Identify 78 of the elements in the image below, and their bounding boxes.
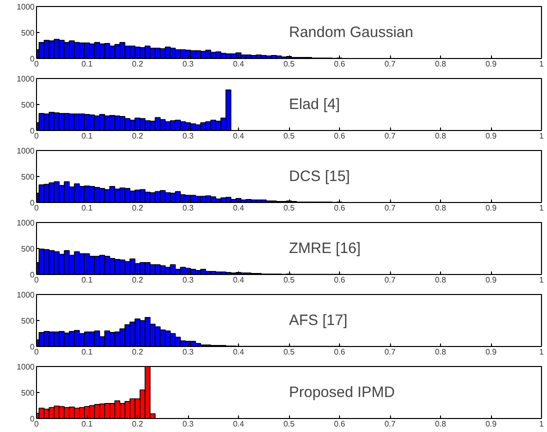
x-tick-label: 0.8 xyxy=(434,132,447,140)
y-tick-label: 1000 xyxy=(16,218,36,228)
y-tick-label: 1000 xyxy=(16,2,36,12)
y-tick-label: 500 xyxy=(21,316,36,326)
x-tick-label: 0.7 xyxy=(384,420,396,428)
x-tick-label: 0.7 xyxy=(384,132,396,140)
text: Proposed IPMD xyxy=(289,384,396,401)
x-tick-label: 0.8 xyxy=(434,276,447,284)
x-tick-label: 0.9 xyxy=(485,60,498,68)
text: Elad [4] xyxy=(289,96,340,113)
y-tick-label: 500 xyxy=(21,100,36,110)
x-tick-label: 0.5 xyxy=(283,420,296,428)
y-tick-label: 1000 xyxy=(16,362,36,372)
x-tick-label: 0.6 xyxy=(334,420,346,428)
x-tick-label: 0.8 xyxy=(434,60,447,68)
x-tick-label: 0.4 xyxy=(232,132,245,140)
x-tick-label: 0.9 xyxy=(485,348,498,356)
text: Random Gaussian xyxy=(289,24,414,41)
y-tick-label: 500 xyxy=(21,244,36,254)
x-tick-label: 0.7 xyxy=(384,348,396,356)
x-tick-label: 0.5 xyxy=(283,348,296,356)
x-tick-label: 0.6 xyxy=(334,276,346,284)
x-tick-label: 0.3 xyxy=(182,276,194,284)
x-tick-label: 0.1 xyxy=(81,204,94,212)
x-tick-label: 0.2 xyxy=(132,204,144,212)
x-tick-label: 0.5 xyxy=(283,204,296,212)
x-tick-label: 0.9 xyxy=(485,276,498,284)
x-tick-label: 0.6 xyxy=(334,348,346,356)
x-tick-label: 0.5 xyxy=(283,276,296,284)
x-tick-label: 0.5 xyxy=(283,132,296,140)
x-tick-label: 1 xyxy=(539,348,544,356)
x-tick-label: 0.4 xyxy=(232,204,245,212)
y-tick-label: 1000 xyxy=(16,74,36,84)
y-tick-label: 500 xyxy=(21,28,36,38)
x-tick-label: 0.1 xyxy=(81,132,94,140)
x-tick-label: 0.4 xyxy=(232,276,245,284)
x-tick-label: 0.8 xyxy=(434,348,447,356)
x-tick-label: 0.9 xyxy=(485,420,498,428)
x-tick-label: 0.2 xyxy=(132,60,144,68)
y-tick-label: 1000 xyxy=(16,290,36,300)
x-tick-label: 0.6 xyxy=(334,204,346,212)
x-tick-label: 0.2 xyxy=(132,420,144,428)
x-tick-label: 0.4 xyxy=(232,60,245,68)
x-tick-label: 0.4 xyxy=(232,348,245,356)
x-tick-label: 0.5 xyxy=(283,60,296,68)
x-tick-label: 0.3 xyxy=(182,420,194,428)
x-tick-label: 0.7 xyxy=(384,276,396,284)
x-tick-label: 0.2 xyxy=(132,276,144,284)
x-tick-label: 0.7 xyxy=(384,60,396,68)
x-tick-label: 1 xyxy=(539,204,544,212)
y-tick-label: 500 xyxy=(21,388,36,398)
text: ZMRE [16] xyxy=(289,240,361,257)
text: DCS [15] xyxy=(289,168,350,185)
x-tick-label: 0.3 xyxy=(182,348,194,356)
x-tick-label: 1 xyxy=(539,276,544,284)
y-tick-label: 1000 xyxy=(16,146,36,156)
x-tick-label: 0.6 xyxy=(334,60,346,68)
x-tick-label: 0.1 xyxy=(81,60,94,68)
x-tick-label: 0.7 xyxy=(384,204,396,212)
x-tick-label: 0.4 xyxy=(232,420,245,428)
x-tick-label: 1 xyxy=(539,132,544,140)
x-tick-label: 0.1 xyxy=(81,276,94,284)
x-tick-label: 0.8 xyxy=(434,420,447,428)
text: AFS [17] xyxy=(289,312,348,329)
x-tick-label: 0.1 xyxy=(81,348,94,356)
x-tick-label: 0.2 xyxy=(132,348,144,356)
x-tick-label: 1 xyxy=(539,420,544,428)
x-tick-label: 0.9 xyxy=(485,204,498,212)
x-tick-label: 0.2 xyxy=(132,132,144,140)
x-tick-label: 0.1 xyxy=(81,420,94,428)
y-tick-label: 500 xyxy=(21,172,36,182)
x-tick-label: 0.3 xyxy=(182,132,194,140)
x-tick-label: 1 xyxy=(539,60,544,68)
x-tick-label: 0.3 xyxy=(182,204,194,212)
x-tick-label: 0.8 xyxy=(434,204,447,212)
x-tick-label: 0.3 xyxy=(182,60,194,68)
x-tick-label: 0.6 xyxy=(334,132,346,140)
x-tick-label: 0.9 xyxy=(485,132,498,140)
